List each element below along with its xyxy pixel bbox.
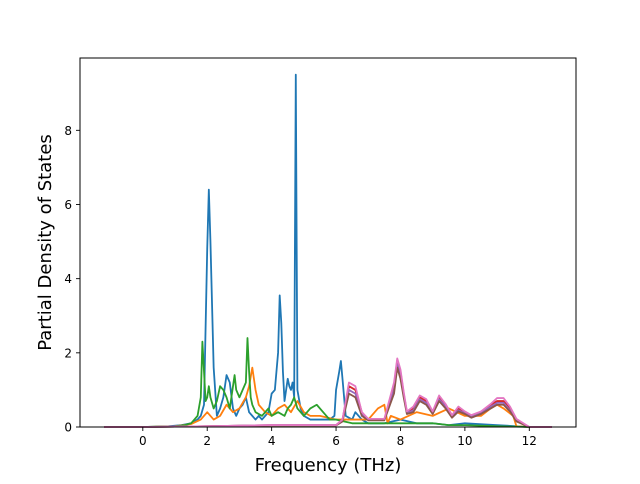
y-tick-label: 0 — [64, 421, 72, 435]
y-tick-label: 2 — [64, 346, 72, 360]
series-line-3 — [104, 337, 552, 428]
x-axis-ticks: 0 2 4 6 8 10 12 — [139, 427, 537, 448]
x-tick-label: 10 — [457, 434, 472, 448]
y-tick-label: 8 — [64, 124, 72, 138]
x-tick-label: 0 — [139, 434, 147, 448]
series-line-6 — [104, 366, 552, 428]
x-tick-label: 2 — [203, 434, 211, 448]
x-tick-label: 8 — [397, 434, 405, 448]
series-layer — [104, 73, 552, 428]
y-axis-label: Partial Density of States — [35, 134, 56, 351]
x-tick-label: 6 — [332, 434, 340, 448]
x-tick-label: 12 — [522, 434, 537, 448]
series-line-7 — [104, 357, 552, 428]
plot-frame — [79, 57, 577, 428]
y-tick-label: 4 — [64, 272, 72, 286]
y-axis-ticks: 0 2 4 6 8 — [64, 124, 80, 435]
x-axis-label: Frequency (THz) — [255, 455, 402, 476]
y-tick-label: 6 — [64, 198, 72, 212]
series-line-1 — [104, 73, 552, 428]
x-tick-label: 4 — [268, 434, 276, 448]
